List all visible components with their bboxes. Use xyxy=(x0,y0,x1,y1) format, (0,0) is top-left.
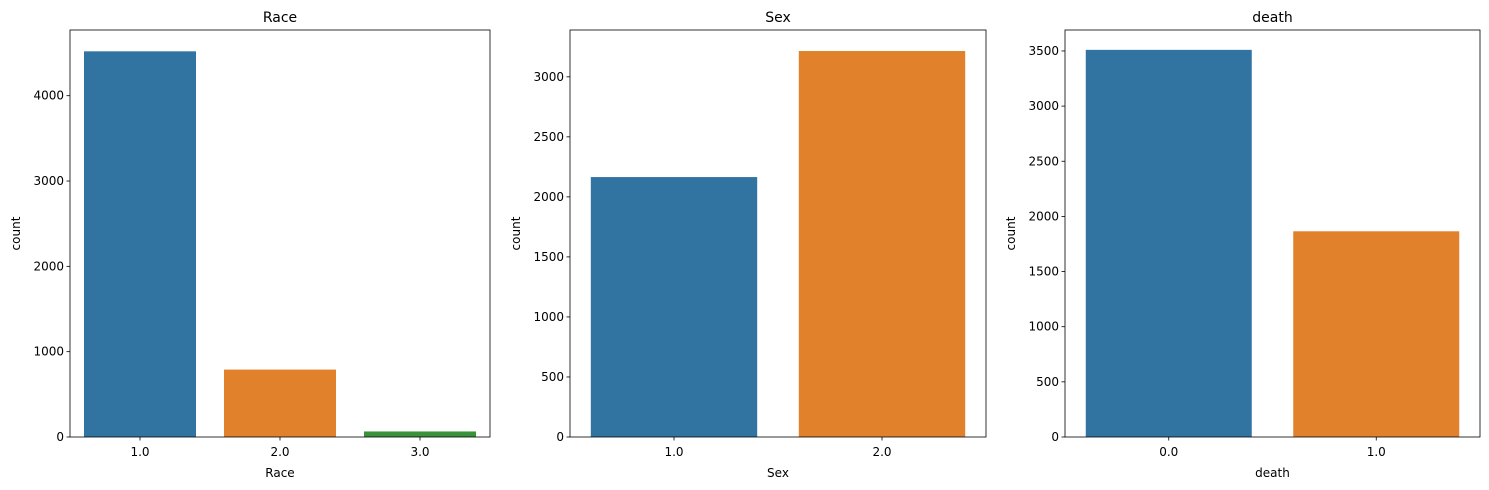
plot-frame xyxy=(1064,29,1481,438)
x-axis-label: Sex xyxy=(767,466,789,480)
y-tick-label: 0 xyxy=(56,430,64,444)
y-tick-label: 1000 xyxy=(1028,320,1059,334)
y-axis-label: count xyxy=(509,216,523,250)
y-tick-label: 2500 xyxy=(533,130,564,144)
chart-1: 1.0 2.0 0 500 1000 1500 2000 2500 3000 Sex Sex coun… xyxy=(509,10,987,480)
chart-2: 0.0 1.0 0 500 1000 1500 2000 2500 3000 3500 death d… xyxy=(1004,10,1481,480)
y-tick-label: 2000 xyxy=(1028,209,1059,223)
bar-1.0 xyxy=(84,51,196,437)
y-tick-label: 1000 xyxy=(33,345,64,359)
y-tick-label: 1500 xyxy=(1028,265,1059,279)
x-tick-label: 1.0 xyxy=(1367,445,1386,459)
bar-2.0 xyxy=(798,51,966,438)
bar-3.0 xyxy=(364,431,476,437)
x-axis-label: Race xyxy=(265,466,294,480)
y-tick-label: 3000 xyxy=(33,174,64,188)
y-tick-label: 2000 xyxy=(533,190,564,204)
x-tick-label: 1.0 xyxy=(664,445,683,459)
bar-1.0 xyxy=(590,177,758,437)
y-tick-label: 3000 xyxy=(533,70,564,84)
y-tick-label: 1000 xyxy=(533,310,564,324)
bar-1.0 xyxy=(1293,231,1460,437)
y-tick-label: 2500 xyxy=(1028,154,1059,168)
x-tick-label: 2.0 xyxy=(270,445,289,459)
chart-0: 1.0 2.0 3.0 0 1000 2000 3000 4000 Race Race count xyxy=(9,10,491,480)
plot-frame xyxy=(569,29,987,438)
y-tick-label: 3000 xyxy=(1028,99,1059,113)
x-tick-label: 0.0 xyxy=(1159,445,1178,459)
y-tick-label: 0 xyxy=(1051,430,1059,444)
x-tick-label: 1.0 xyxy=(130,445,149,459)
bar-2.0 xyxy=(224,369,336,437)
chart-title: death xyxy=(1252,10,1292,26)
chart-title: Race xyxy=(263,10,297,26)
y-axis-label: count xyxy=(1004,216,1018,250)
y-tick-label: 1500 xyxy=(533,250,564,264)
y-tick-label: 2000 xyxy=(33,259,64,273)
y-tick-label: 4000 xyxy=(33,89,64,103)
y-tick-label: 3500 xyxy=(1028,44,1059,58)
x-tick-label: 2.0 xyxy=(872,445,891,459)
y-axis-label: count xyxy=(9,216,23,250)
chart-title: Sex xyxy=(765,10,791,26)
y-tick-label: 500 xyxy=(1036,375,1059,389)
x-tick-label: 3.0 xyxy=(410,445,429,459)
y-tick-label: 0 xyxy=(556,430,564,444)
x-axis-label: death xyxy=(1255,466,1290,480)
y-tick-label: 500 xyxy=(541,370,564,384)
bar-0.0 xyxy=(1085,49,1252,437)
